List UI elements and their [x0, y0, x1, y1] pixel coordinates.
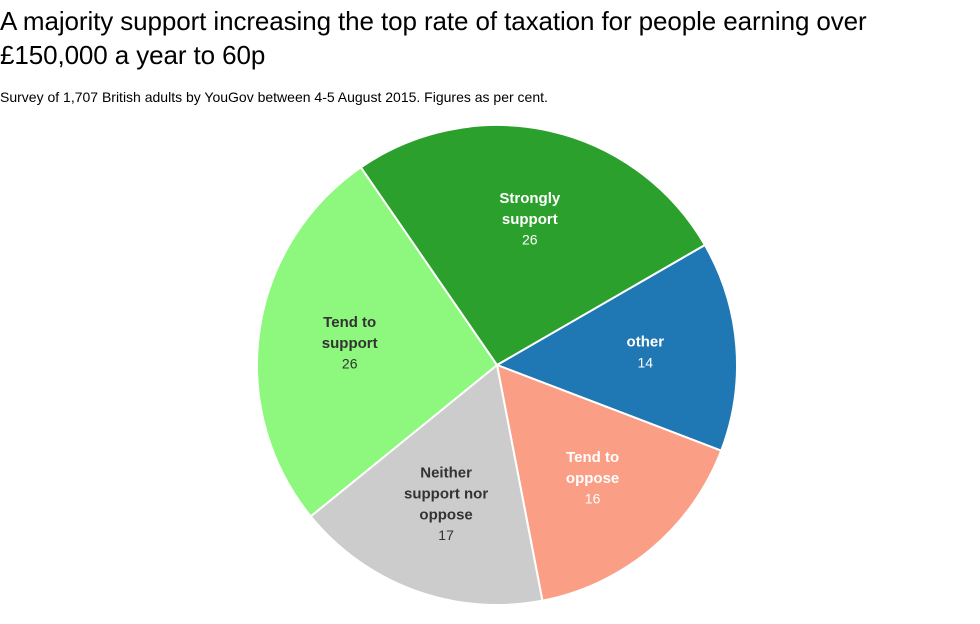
slice-value-other: 14: [638, 354, 654, 370]
chart-title: A majority support increasing the top ra…: [0, 6, 867, 70]
chart-subtitle: Survey of 1,707 British adults by YouGov…: [0, 89, 548, 105]
slice-label-neither-support-nor-oppose-line-2: support nor: [404, 485, 488, 502]
slice-label-group-neither-support-nor-oppose: Neither support nor oppose 17: [404, 464, 488, 543]
slice-label-tend-to-support-line-1: Tend to: [323, 314, 376, 331]
slice-label-group-strongly-support: Strongly support 26: [499, 190, 560, 248]
slice-value-tend-to-oppose: 16: [585, 491, 601, 507]
slice-value-tend-to-support: 26: [342, 356, 358, 372]
pie-slice-strongly-support: [359, 124, 706, 366]
slice-value-neither-support-nor-oppose: 17: [438, 527, 454, 543]
slice-label-other-line-1: other: [627, 334, 665, 351]
pie-slice-tend-to-oppose: [496, 364, 723, 602]
pie-slice-neither-support-nor-oppose: [309, 364, 544, 606]
slice-label-tend-to-oppose-line-2: oppose: [566, 470, 619, 487]
pie-slice-tend-to-support: [256, 166, 498, 518]
slice-label-strongly-support-line-1: Strongly: [499, 190, 560, 207]
slice-label-neither-support-nor-oppose-line-3: oppose: [419, 506, 472, 523]
slice-label-group-tend-to-support: Tend to support 26: [322, 314, 378, 372]
slice-label-neither-support-nor-oppose-line-1: Neither: [420, 464, 472, 481]
slice-value-strongly-support: 26: [522, 232, 538, 248]
slice-label-strongly-support-line-2: support: [502, 211, 558, 228]
slice-label-group-other: other 14: [627, 334, 665, 371]
pie-slice-other: [496, 244, 739, 452]
slice-label-tend-to-support-line-2: support: [322, 335, 378, 352]
slice-label-tend-to-oppose-line-1: Tend to: [566, 449, 619, 466]
slice-label-group-tend-to-oppose: Tend to oppose 16: [566, 449, 619, 507]
